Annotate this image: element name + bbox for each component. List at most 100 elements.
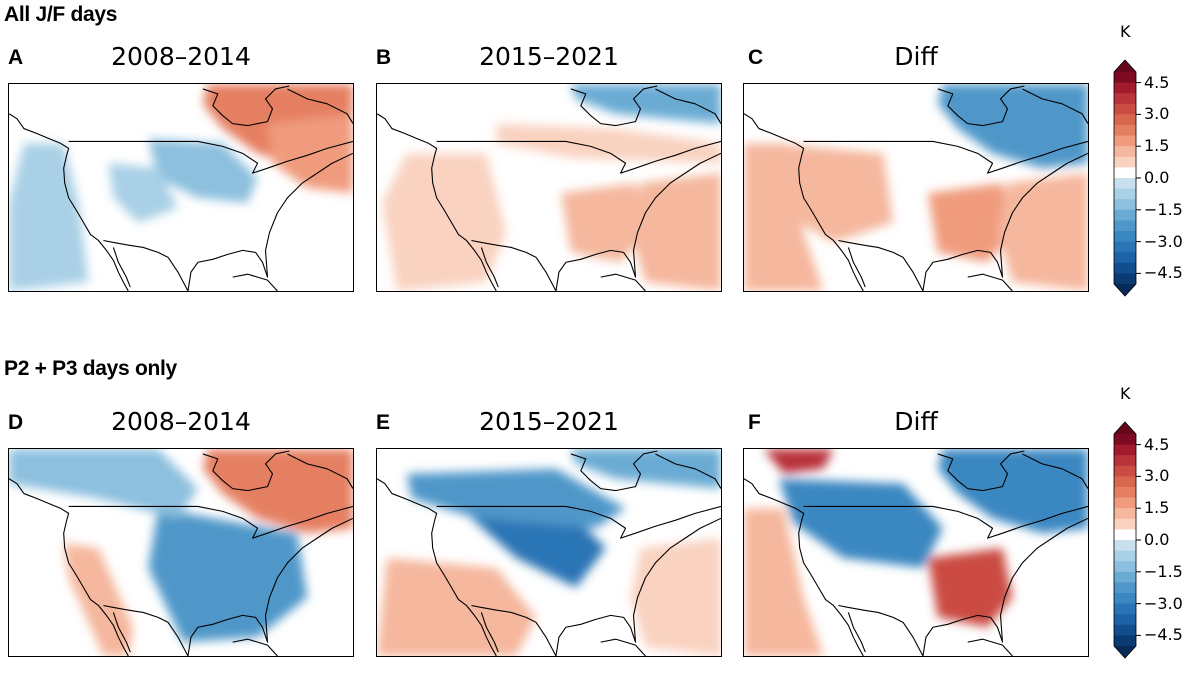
colorbar-extend-high <box>1114 422 1136 434</box>
colorbar-level <box>1114 476 1136 488</box>
anomaly-region <box>406 468 626 529</box>
colorbar-level <box>1114 614 1136 626</box>
anomaly-region <box>570 84 721 124</box>
panel-a-letter: A <box>8 46 24 69</box>
colorbar-level <box>1114 434 1136 446</box>
anomaly-region <box>560 183 646 263</box>
colorbar-unit-label: K <box>1120 384 1131 403</box>
anomaly-region <box>778 478 943 568</box>
panel-a-title: 2008–2014 <box>111 42 251 71</box>
colorbar-top: K 4.5 3.0 1.5 0.0 −1.5 −3.0 −4.5 <box>1113 20 1183 310</box>
map-panel-f <box>743 448 1089 657</box>
anomaly-region <box>202 449 353 534</box>
colorbar-level <box>1114 135 1136 147</box>
coastline <box>744 450 1088 656</box>
panel-c-letter: C <box>748 46 764 69</box>
anomaly-region <box>9 143 89 291</box>
colorbar-level <box>1114 199 1136 211</box>
colorbar-extend-high <box>1114 60 1136 72</box>
colorbar-level <box>1114 273 1136 285</box>
map-panel-c <box>743 83 1089 292</box>
map-canvas <box>9 449 353 656</box>
colorbar-level <box>1114 465 1136 477</box>
anomaly-region <box>496 123 721 164</box>
colorbar-extend-low <box>1114 646 1136 658</box>
colorbar-tick-label: −3.0 <box>1144 231 1183 251</box>
anomaly-region <box>381 153 507 291</box>
map-canvas <box>377 449 721 656</box>
anomaly-region <box>763 449 834 474</box>
colorbar-level <box>1114 444 1136 456</box>
colorbar-level <box>1114 178 1136 190</box>
anomaly-region <box>744 508 824 656</box>
colorbar-level <box>1114 508 1136 520</box>
map-panel-d <box>8 448 354 657</box>
colorbar-tick-label: 1.5 <box>1144 136 1170 156</box>
panel-e-title: 2015–2021 <box>479 407 619 436</box>
anomaly-region <box>937 84 1088 169</box>
anomaly-region <box>744 143 824 291</box>
colorbar-level <box>1114 114 1136 126</box>
panel-d-letter: D <box>8 411 24 434</box>
colorbar-level <box>1114 146 1136 158</box>
colorbar-level <box>1114 209 1136 221</box>
anomaly-region <box>570 449 721 489</box>
colorbar-tick-label: 4.5 <box>1144 72 1170 92</box>
colorbar-level <box>1114 455 1136 467</box>
colorbar-tick-label: 0.0 <box>1144 168 1170 187</box>
map-canvas <box>744 449 1088 656</box>
colorbar-level <box>1114 252 1136 264</box>
anomaly-region <box>108 163 179 223</box>
map-canvas <box>377 84 721 291</box>
colorbar-unit-label: K <box>1120 22 1131 41</box>
panel-e-letter: E <box>376 411 391 434</box>
colorbar-level <box>1114 540 1136 552</box>
colorbar-bottom: K 4.5 3.0 1.5 0.0 −1.5 −3.0 −4.5 <box>1113 382 1183 672</box>
colorbar-tick-label: 3.0 <box>1144 466 1170 486</box>
colorbar-level <box>1114 487 1136 499</box>
anomaly-region <box>63 543 134 656</box>
map-canvas <box>744 84 1088 291</box>
colorbar-extend-low <box>1114 284 1136 296</box>
colorbar-level <box>1114 593 1136 605</box>
anomaly-region <box>630 173 721 291</box>
colorbar-level <box>1114 241 1136 253</box>
coastline <box>9 85 353 291</box>
colorbar-tick-label: −4.5 <box>1144 625 1183 645</box>
colorbar-tick-label: −3.0 <box>1144 593 1183 613</box>
colorbar-tick-label: 3.0 <box>1144 104 1170 124</box>
colorbar-tick-label: −1.5 <box>1144 199 1183 219</box>
panel-b-title: 2015–2021 <box>479 42 619 71</box>
coastline <box>377 450 721 656</box>
colorbar-tick-label: 0.0 <box>1144 530 1170 549</box>
panel-c-title: Diff <box>894 42 938 71</box>
anomaly-region <box>773 143 894 243</box>
colorbar-level <box>1114 603 1136 615</box>
colorbar-level <box>1114 103 1136 115</box>
anomaly-region <box>267 113 353 193</box>
panel-b-letter: B <box>376 46 392 69</box>
anomaly-region <box>997 173 1088 291</box>
colorbar-level <box>1114 262 1136 274</box>
anomaly-region <box>937 449 1088 534</box>
map-panel-a <box>8 83 354 292</box>
colorbar-scale <box>1113 59 1141 297</box>
anomaly-region <box>927 548 1013 628</box>
colorbar-level <box>1114 156 1136 168</box>
coastline <box>377 85 721 291</box>
colorbar-level <box>1114 635 1136 647</box>
colorbar-level <box>1114 231 1136 243</box>
colorbar-tick-label: −4.5 <box>1144 263 1183 283</box>
colorbar-level <box>1114 72 1136 84</box>
anomaly-region <box>630 538 721 656</box>
panel-f-letter: F <box>748 411 761 434</box>
colorbar-tick-label: 4.5 <box>1144 434 1170 454</box>
anomaly-region <box>927 183 1013 263</box>
colorbar-tick-label: 1.5 <box>1144 498 1170 518</box>
anomaly-region <box>148 138 258 203</box>
anomaly-region <box>9 449 198 519</box>
map-panel-e <box>376 448 722 657</box>
colorbar-level <box>1114 561 1136 573</box>
coastline <box>9 450 353 656</box>
colorbar-level <box>1114 497 1136 509</box>
